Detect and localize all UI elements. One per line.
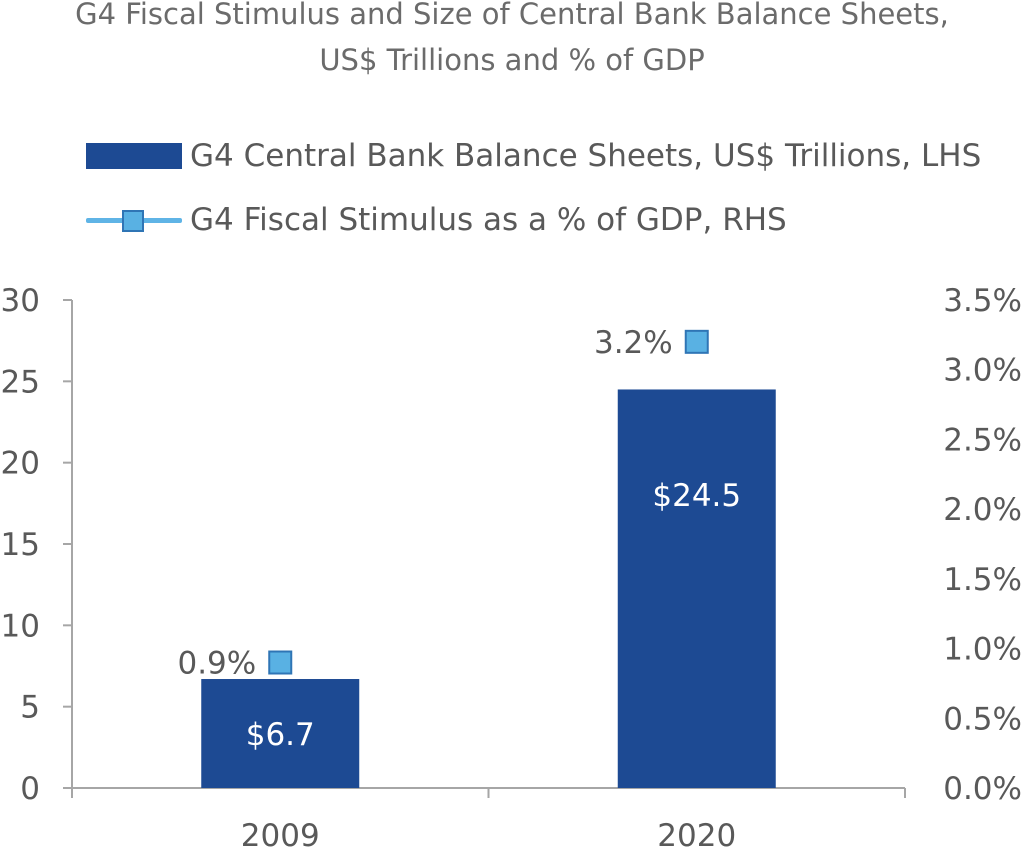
chart-subtitle: US$ Trillions and % of GDP <box>319 43 705 77</box>
marker-data-label: 3.2% <box>594 325 673 361</box>
right-tick-label: 1.5% <box>943 562 1022 598</box>
marker-point <box>684 329 709 354</box>
bar-data-label: $6.7 <box>246 717 315 753</box>
right-tick-label: 0.0% <box>943 771 1022 807</box>
right-tick-label: 2.5% <box>943 422 1022 458</box>
marker-point <box>268 650 293 675</box>
left-tick-label: 10 <box>1 608 40 644</box>
bar <box>201 679 360 788</box>
legend-label-fiscal-stimulus: G4 Fiscal Stimulus as a % of GDP, RHS <box>190 202 787 238</box>
bar <box>617 389 776 788</box>
right-tick-label: 3.0% <box>943 353 1022 389</box>
legend-item-balance-sheets: G4 Central Bank Balance Sheets, US$ Tril… <box>86 136 981 176</box>
left-tick-label: 30 <box>1 283 40 319</box>
legend-line-swatch <box>86 207 182 233</box>
left-tick-label: 0 <box>20 771 40 807</box>
legend-bar-swatch <box>86 143 182 169</box>
right-tick-label: 3.5% <box>943 283 1022 319</box>
right-tick-label: 1.0% <box>943 632 1022 668</box>
x-tick-label: 2009 <box>241 818 320 849</box>
left-tick-label: 5 <box>20 690 40 726</box>
chart-title: G4 Fiscal Stimulus and Size of Central B… <box>75 0 949 31</box>
right-tick-label: 2.0% <box>943 492 1022 528</box>
bar-data-label: $24.5 <box>652 478 741 514</box>
x-tick-label: 2020 <box>657 818 736 849</box>
left-tick-label: 15 <box>1 527 40 563</box>
right-tick-label: 0.5% <box>943 701 1022 737</box>
legend-item-fiscal-stimulus: G4 Fiscal Stimulus as a % of GDP, RHS <box>86 200 787 240</box>
marker-data-label: 0.9% <box>177 646 256 682</box>
legend-label-balance-sheets: G4 Central Bank Balance Sheets, US$ Tril… <box>190 138 982 174</box>
left-tick-label: 25 <box>1 364 40 400</box>
left-tick-label: 20 <box>1 446 40 482</box>
